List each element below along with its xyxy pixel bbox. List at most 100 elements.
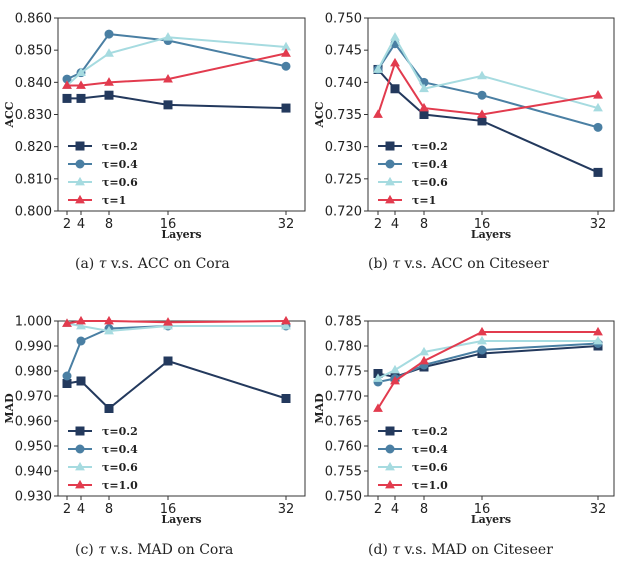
data-point bbox=[477, 345, 487, 355]
data-point bbox=[419, 355, 429, 365]
series-line bbox=[66, 322, 286, 333]
x-tick-label: 32 bbox=[278, 217, 295, 232]
x-tick-label: 16 bbox=[474, 502, 491, 517]
legend-label: τ=0.6 bbox=[412, 176, 448, 189]
series-line bbox=[66, 320, 287, 325]
series-4 bbox=[373, 57, 603, 118]
data-point bbox=[62, 318, 72, 327]
data-point bbox=[76, 376, 86, 386]
data-point bbox=[390, 84, 400, 94]
series-line bbox=[377, 60, 599, 116]
data-point bbox=[281, 61, 291, 71]
data-point bbox=[593, 90, 603, 99]
y-tick-label: 0.830 bbox=[15, 108, 52, 123]
y-tick-label: 0.770 bbox=[325, 390, 362, 405]
data-point bbox=[76, 67, 86, 77]
x-tick-label: 4 bbox=[77, 217, 85, 232]
x-axis-label: Layers bbox=[161, 228, 201, 241]
y-axis-label: MAD bbox=[313, 393, 326, 424]
caption-text: v.s. MAD on Citeseer bbox=[400, 542, 553, 558]
data-point bbox=[104, 404, 114, 413]
legend-label: τ=0.4 bbox=[102, 158, 138, 171]
data-point bbox=[104, 315, 114, 325]
legend-marker bbox=[75, 461, 85, 471]
caption-d: (d) τ v.s. MAD on Citeseer bbox=[368, 542, 553, 558]
legend-label: τ=0.2 bbox=[102, 425, 138, 438]
x-tick-label: 2 bbox=[374, 502, 382, 517]
y-tick-label: 0.755 bbox=[325, 465, 362, 480]
x-tick-label: 16 bbox=[474, 217, 491, 232]
legend-marker bbox=[385, 176, 395, 186]
y-tick-label: 1.000 bbox=[15, 315, 52, 330]
legend-marker bbox=[385, 426, 395, 436]
y-axis-label: ACC bbox=[3, 101, 16, 128]
legend-label: τ=0.4 bbox=[102, 443, 138, 456]
legend-label: τ=0.4 bbox=[412, 443, 448, 456]
y-tick-label: 0.760 bbox=[325, 440, 362, 455]
legend-marker bbox=[385, 159, 395, 169]
legend-marker bbox=[385, 479, 395, 489]
data-point bbox=[477, 326, 487, 336]
chart-panel-b: 0.720 0.725 0.730 0.735 0.740 0.745 0.750 2 4 8 16… bbox=[313, 12, 615, 241]
legend-marker bbox=[385, 461, 395, 471]
data-point bbox=[163, 356, 173, 366]
data-point bbox=[104, 29, 114, 39]
legend-marker bbox=[75, 141, 85, 151]
data-point bbox=[593, 326, 603, 336]
data-point bbox=[281, 315, 291, 325]
data-point bbox=[281, 41, 291, 51]
series-3 bbox=[373, 32, 603, 112]
y-tick-label: 0.960 bbox=[15, 415, 52, 430]
data-point bbox=[281, 394, 291, 403]
series-line bbox=[377, 68, 599, 174]
data-point bbox=[76, 93, 86, 103]
caption-tau: τ bbox=[98, 542, 106, 558]
y-tick-label: 0.725 bbox=[325, 172, 362, 187]
series-line bbox=[377, 331, 598, 410]
y-tick-label: 0.800 bbox=[15, 205, 52, 220]
y-tick-label: 0.750 bbox=[325, 490, 362, 505]
legend-marker bbox=[385, 444, 395, 454]
series-4 bbox=[62, 315, 291, 327]
data-point bbox=[373, 373, 383, 382]
data-point bbox=[477, 109, 487, 118]
legend-label: τ=1 bbox=[412, 194, 436, 207]
x-axis-label: Layers bbox=[471, 228, 511, 241]
data-point bbox=[477, 335, 487, 345]
x-tick-label: 2 bbox=[63, 217, 71, 232]
legend-label: τ=0.4 bbox=[412, 158, 448, 171]
x-tick-label: 32 bbox=[590, 502, 607, 517]
y-tick-label: 0.765 bbox=[325, 415, 362, 430]
y-tick-label: 0.735 bbox=[325, 108, 362, 123]
y-tick-label: 0.930 bbox=[15, 490, 52, 505]
caption-tau: τ bbox=[392, 542, 400, 558]
legend-label: τ=1.0 bbox=[102, 479, 138, 492]
legend-marker bbox=[75, 176, 85, 186]
legend-marker bbox=[75, 479, 85, 489]
legend-marker bbox=[75, 426, 85, 436]
series-line bbox=[377, 340, 598, 380]
data-point bbox=[163, 100, 173, 110]
plot-frame bbox=[367, 320, 615, 497]
x-tick-label: 32 bbox=[278, 502, 295, 517]
caption-label: (b) bbox=[368, 256, 392, 272]
data-point bbox=[593, 335, 603, 345]
data-point bbox=[477, 116, 487, 126]
data-point bbox=[62, 80, 72, 89]
data-point bbox=[373, 109, 383, 118]
series-2 bbox=[62, 321, 291, 381]
data-point bbox=[477, 70, 487, 80]
y-tick-label: 0.745 bbox=[325, 44, 362, 59]
data-point bbox=[62, 379, 72, 388]
series-4 bbox=[62, 48, 291, 89]
caption-label: (d) bbox=[368, 542, 392, 558]
x-tick-label: 8 bbox=[105, 502, 113, 517]
caption-text: v.s. MAD on Cora bbox=[106, 542, 233, 558]
y-tick-label: 0.990 bbox=[15, 340, 52, 355]
caption-tau: τ bbox=[99, 256, 107, 272]
legend-label: τ=1 bbox=[102, 194, 126, 207]
y-tick-label: 0.785 bbox=[325, 315, 362, 330]
x-axis-label: Layers bbox=[161, 513, 201, 526]
data-point bbox=[390, 32, 400, 41]
